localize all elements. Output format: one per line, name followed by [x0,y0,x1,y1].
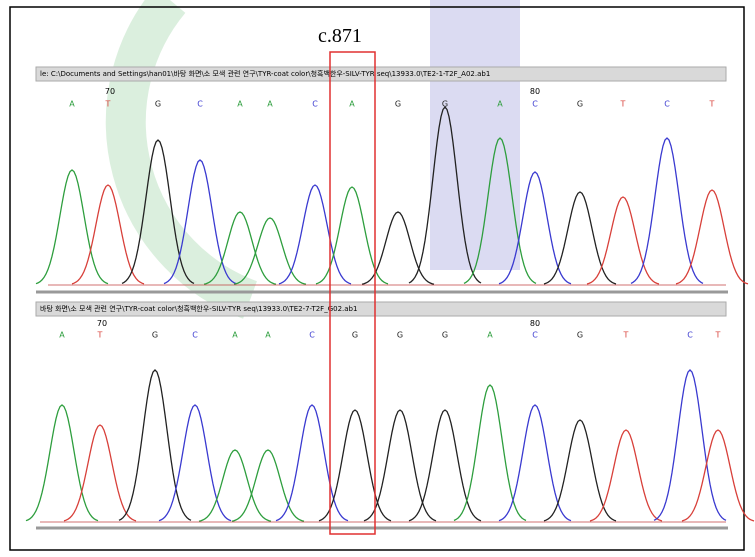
base-call: G [577,331,583,340]
base-call: A [265,331,271,340]
base-call: C [197,100,203,109]
base-call: G [577,100,583,109]
trace-peak [409,410,481,521]
trace-peak [682,430,754,521]
trace-peak [234,218,306,284]
file-path: 바탕 화면\소 모색 관련 연구\TYR-coat color\청흑백한우-SI… [40,304,357,313]
trace-peak [544,192,616,284]
trace-peak [64,425,136,521]
ruler-number: 70 [105,87,115,96]
trace-peak [654,370,726,520]
ruler-number: 70 [97,319,107,328]
ruler-number: 80 [530,319,540,328]
base-call: C [309,331,315,340]
ruler-number: 80 [530,87,540,96]
base-call: C [312,100,318,109]
base-call: C [532,100,538,109]
trace-peak [276,405,348,521]
trace-peak [119,370,191,520]
base-call: T [709,100,715,109]
trace-peak [26,405,98,521]
trace-peak [159,405,231,521]
base-call: C [532,331,538,340]
trace-peak [676,190,748,284]
base-call: A [497,100,503,109]
base-call: C [687,331,693,340]
base-call: C [192,331,198,340]
base-call: T [105,100,111,109]
base-call: A [267,100,273,109]
file-path: le: C:\Documents and Settings\han01\바탕 화… [40,69,490,78]
trace-peak [454,385,526,521]
base-call: G [352,331,358,340]
figure: c.871 le: C:\Documents and Settings\han0… [0,0,755,557]
trace-peak [36,170,108,284]
base-call: T [623,331,629,340]
trace-peak [544,420,616,521]
base-call: A [69,100,75,109]
watermark-arc [126,0,250,300]
base-call: A [232,331,238,340]
base-call: A [59,331,65,340]
base-call: A [237,100,243,109]
base-call: G [155,100,161,109]
base-call: T [97,331,103,340]
base-call: G [395,100,401,109]
base-call: T [715,331,721,340]
trace-peak [590,430,662,521]
base-call: G [152,331,158,340]
trace-peak [199,450,271,521]
base-call: G [397,331,403,340]
base-call: C [664,100,670,109]
trace-peak [499,405,571,521]
base-call: A [487,331,493,340]
base-call: G [442,331,448,340]
base-call: T [620,100,626,109]
base-call: A [349,100,355,109]
watermark-block [430,0,520,270]
title: c.871 [318,25,362,47]
